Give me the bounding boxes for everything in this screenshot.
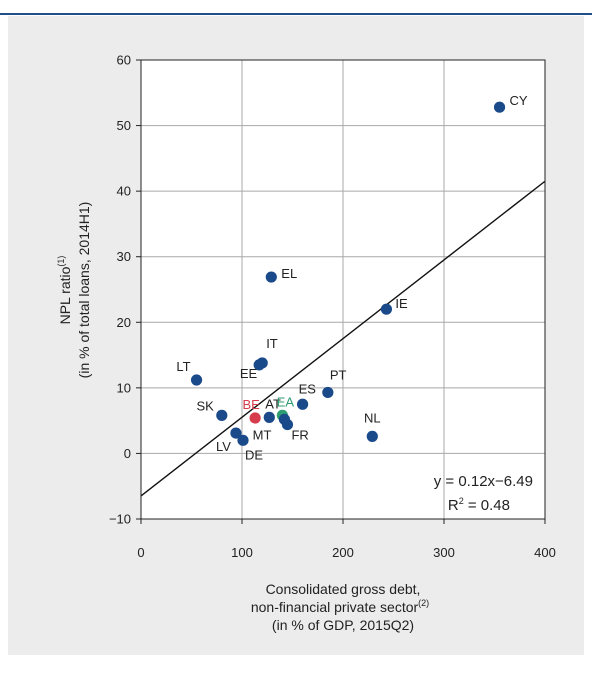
point-label-it: IT xyxy=(266,336,278,351)
point-label-pt: PT xyxy=(330,367,347,382)
x-tick-label: 400 xyxy=(534,545,556,560)
x-axis-title-line3: (in % of GDP, 2015Q2) xyxy=(272,617,414,633)
point-label-sk: SK xyxy=(196,398,214,413)
y-axis-title: NPL ratio(1) xyxy=(56,256,73,325)
point-label-lt: LT xyxy=(176,359,190,374)
point-label-ea: EA xyxy=(277,394,295,409)
point-label-de: DE xyxy=(245,447,263,462)
data-point-de xyxy=(237,434,249,446)
r-squared: R2 = 0.48 xyxy=(448,496,510,514)
data-point-nl xyxy=(366,430,378,442)
point-label-es: ES xyxy=(299,381,317,396)
data-point-at xyxy=(263,411,275,423)
y-tick-label: 10 xyxy=(117,380,131,395)
y-tick-label: 30 xyxy=(117,249,131,264)
data-point-pt xyxy=(322,386,334,399)
y-tick-label: 50 xyxy=(117,118,131,133)
point-label-lv: LV xyxy=(216,439,231,454)
point-label-ee: EE xyxy=(240,366,258,381)
data-point-ee xyxy=(253,359,265,371)
top-rule xyxy=(0,13,592,15)
data-point-fr xyxy=(281,418,294,431)
x-axis-title-line1: Consolidated gross debt, xyxy=(266,581,421,597)
x-tick-label: 100 xyxy=(231,545,253,560)
point-label-ie: IE xyxy=(395,296,408,311)
data-point-el xyxy=(265,271,277,283)
y-tick-label: 40 xyxy=(117,184,131,199)
point-label-mt: MT xyxy=(253,427,272,442)
point-label-fr: FR xyxy=(291,428,308,443)
y-tick-label: 20 xyxy=(117,315,131,330)
data-point-lt xyxy=(190,374,203,386)
data-point-ie xyxy=(380,303,393,315)
x-tick-label: 200 xyxy=(332,545,354,560)
x-axis-title-line2: non-financial private sector(2) xyxy=(251,598,429,615)
data-point-lv xyxy=(230,427,242,439)
point-label-be: BE xyxy=(242,397,260,412)
y-axis-subtitle: (in % of total loans, 2014H1) xyxy=(76,202,92,379)
trend-equation: y = 0.12x−6.49 xyxy=(434,473,533,490)
y-axis-ticks: −10 0 10 20 30 40 50 60 xyxy=(109,53,141,527)
gridlines xyxy=(141,60,545,519)
y-tick-label: −10 xyxy=(109,512,131,527)
point-label-cy: CY xyxy=(510,93,528,108)
x-tick-label: 300 xyxy=(433,545,455,560)
trendline-group xyxy=(140,180,546,497)
data-point-be xyxy=(249,412,261,424)
x-axis-ticks: 0 100 200 300 400 xyxy=(137,519,556,560)
y-tick-label: 60 xyxy=(117,53,131,68)
trend-line xyxy=(140,180,546,497)
point-label-at: AT xyxy=(265,396,281,411)
x-tick-label: 0 xyxy=(137,545,144,560)
data-point-es xyxy=(297,398,309,410)
data-point-cy xyxy=(493,101,506,113)
y-tick-label: 0 xyxy=(124,446,131,461)
point-label-el: EL xyxy=(281,266,297,281)
data-point-sk xyxy=(216,409,228,421)
point-label-nl: NL xyxy=(364,410,381,425)
